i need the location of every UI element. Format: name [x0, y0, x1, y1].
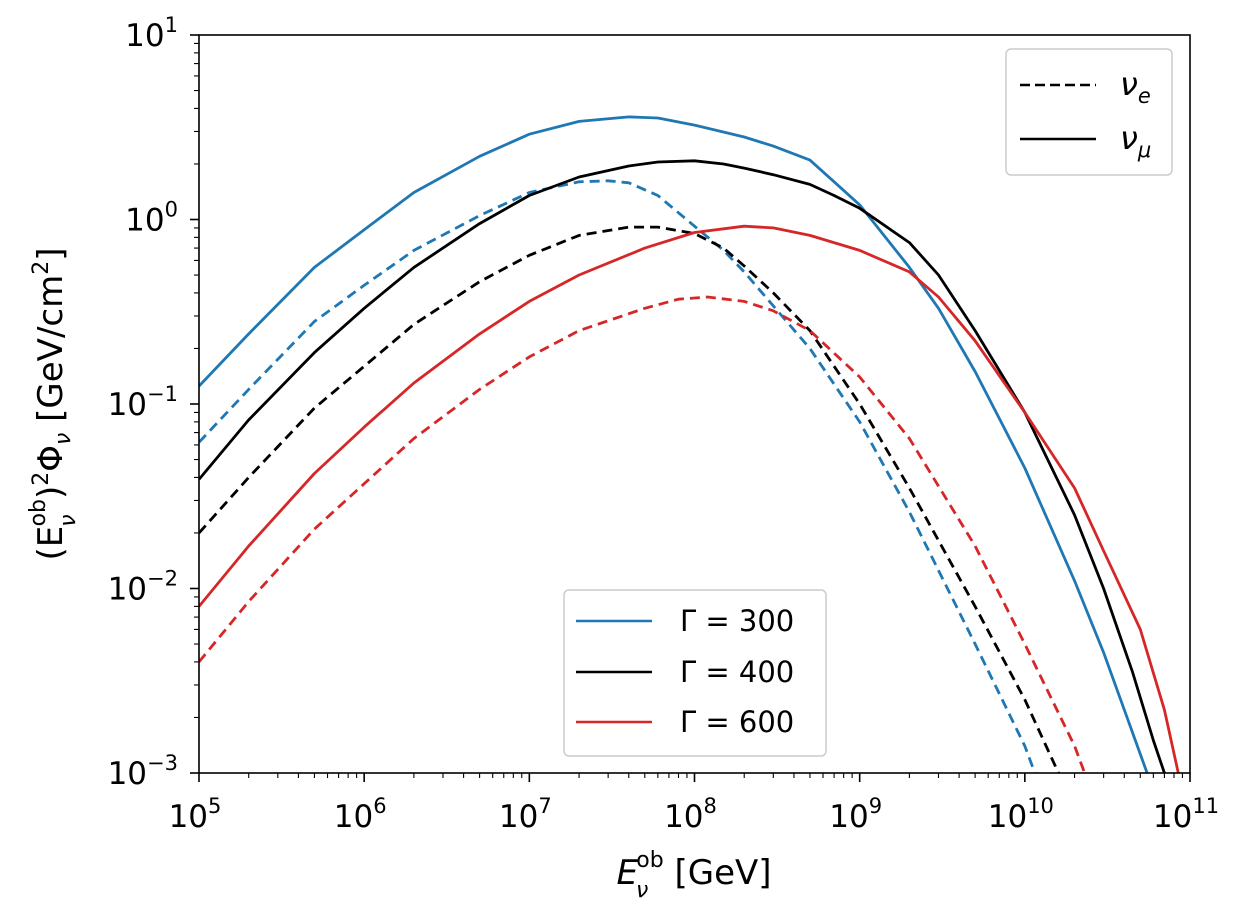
y-tick-labels: 10−3 10−2 10−1 100 101	[108, 13, 178, 792]
x-tick-label: 108	[664, 794, 717, 835]
series-line-1	[199, 179, 1037, 773]
y-tick-label: 101	[125, 13, 178, 54]
plot-frame	[198, 34, 1191, 774]
legend-gamma-300-label: Γ = 300	[680, 604, 794, 638]
x-tick-label: 1010	[988, 794, 1054, 835]
y-tick-label: 10−2	[108, 567, 178, 608]
tick-layer	[190, 34, 1191, 782]
x-tick-label: 107	[499, 794, 552, 835]
series-line-2	[199, 159, 1166, 773]
series-line-3	[199, 225, 1060, 773]
y-axis-label: (Eνob)2Φν [GeV/cm2]	[26, 248, 81, 561]
x-tick-label: 1011	[1153, 794, 1219, 835]
x-axis-label: Eνob [GeV]	[616, 848, 771, 903]
legend-nu-e-label: νe	[1120, 65, 1151, 108]
series-line-5	[199, 295, 1086, 773]
series-line-4	[199, 224, 1180, 773]
x-tick-label: 105	[169, 794, 222, 835]
x-tick-label: 106	[334, 794, 387, 835]
legend-linestyle-box	[1005, 48, 1173, 176]
series-line-0	[199, 115, 1149, 773]
y-tick-label: 10−3	[108, 751, 178, 792]
series-layer	[199, 115, 1180, 773]
legend-gamma-600-label: Γ = 600	[680, 705, 794, 739]
legend-gamma-box	[563, 589, 827, 757]
y-tick-label: 100	[125, 198, 178, 239]
legend-linestyle: νe νμ	[1005, 48, 1173, 176]
x-tick-label: 109	[829, 794, 882, 835]
legend-nu-mu-label: νμ	[1120, 119, 1151, 162]
x-tick-labels: 105 106 107 108 109 1010 1011	[169, 794, 1220, 835]
legend-gamma: Γ = 300 Γ = 400 Γ = 600	[563, 589, 827, 757]
y-tick-label: 10−1	[108, 382, 178, 423]
legend-gamma-400-label: Γ = 400	[680, 655, 794, 689]
